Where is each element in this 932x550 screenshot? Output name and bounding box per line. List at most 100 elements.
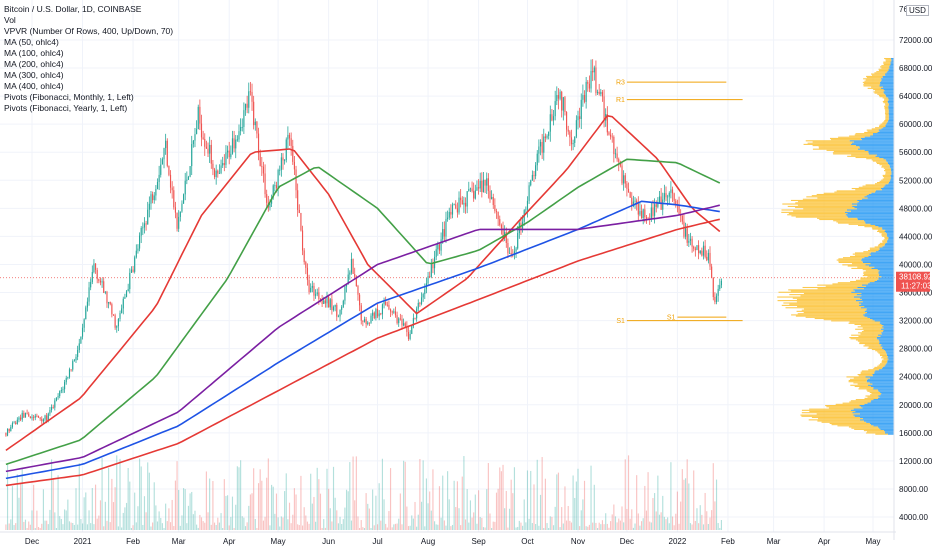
volume-profile-down [871,159,886,161]
legend-pivots-yearly[interactable]: Pivots (Fibonacci, Yearly, 1, Left) [4,103,128,113]
volume-profile-down [862,185,885,187]
legend-ma200[interactable]: MA (200, ohlc4) [4,59,64,69]
volume-profile-down [833,151,869,153]
candle-body [94,263,97,270]
volume-profile-up [886,123,894,125]
candle-body [33,416,35,418]
volume-profile-down [873,91,884,93]
candle-body [174,207,176,213]
volume-profile-down [855,189,882,191]
legend-ma300[interactable]: MA (300, ohlc4) [4,70,64,80]
volume-bar [34,528,36,530]
volume-profile-up [865,376,894,378]
volume-profile-down [816,413,860,415]
volume-bar [531,523,533,530]
volume-bar [209,478,211,530]
volume-profile-down [878,94,886,97]
symbol-title[interactable]: Bitcoin / U.S. Dollar, 1D, COINBASE [4,4,142,14]
volume-bar [432,469,434,530]
volume-profile-down [859,387,874,389]
volume-profile-down [854,323,882,326]
candle-body [125,291,128,297]
volume-profile-down [883,167,891,169]
volume-bar [654,493,656,530]
volume-bar [205,471,207,530]
volume-profile-down [837,425,874,427]
volume-profile-up [878,271,894,273]
volume-bar [73,524,75,530]
candle-body [6,428,9,436]
legend-ma100[interactable]: MA (100, ohlc4) [4,48,64,58]
candle-body [50,407,53,410]
candle-body [290,138,292,146]
volume-profile-down [865,184,886,186]
legend-ma400[interactable]: MA (400, ohlc4) [4,81,64,91]
volume-bar [124,507,126,530]
volume-bar [508,508,511,530]
legend-ma50[interactable]: MA (50, ohlc4) [4,37,59,47]
volume-bar [468,522,470,530]
volume-profile-down [871,128,882,130]
volume-bar [337,523,339,530]
volume-bar [709,517,711,530]
volume-bar [569,520,571,530]
candle-body [196,129,198,135]
price-axis[interactable]: 72000.0068000.0064000.0060000.0056000.00… [893,0,932,540]
volume-profile-up [877,397,894,399]
candle-body [707,252,709,261]
volume-profile-down [860,371,875,373]
volume-bar [416,526,418,530]
volume-profile-down [885,110,889,112]
volume-profile-up [878,369,894,371]
volume-bar [500,471,502,530]
volume-bar [487,463,489,530]
candle-body [116,326,118,328]
volume-bar [220,513,222,530]
volume-profile-up [888,118,894,120]
candle-body [73,360,75,362]
volume-profile-down [819,218,858,221]
volume-bar [596,528,599,530]
volume-profile-up [869,422,894,424]
candle-body [31,416,33,419]
volume-profile-down [850,384,869,386]
volume-profile-up [879,273,894,275]
volume-profile-up [866,195,894,197]
candle-body [549,114,551,132]
candle-body [209,144,211,154]
price-tick-label: 48000.00 [899,204,932,213]
volume-profile-up [882,86,894,88]
candle-body [572,142,574,145]
volume-bar [386,527,388,530]
candle-body [508,252,511,254]
volume-profile-down [842,257,865,259]
candle-body [91,272,93,283]
candle-body [670,189,672,193]
volume-bar [347,491,349,530]
volume-bar [608,527,610,530]
time-axis[interactable]: Dec 2021 Feb Mar Apr May Jun Jul Aug Sep Oct Nov Dec… [0,531,896,546]
volume-bar [407,526,410,530]
candle-body [704,245,706,257]
candle-body [471,188,473,192]
volume-profile-down [830,139,862,141]
legend-pivots-monthly[interactable]: Pivots (Fibonacci, Monthly, 1, Left) [4,92,134,102]
volume-profile-up [870,135,894,137]
candle-body [389,309,392,312]
candle-body [277,170,279,189]
volume-bar [145,512,147,530]
legend-vol[interactable]: Vol [4,15,16,25]
volume-bar [275,493,278,530]
legend-vpvr[interactable]: VPVR (Number Of Rows, 400, Up/Down, 70) [4,26,174,36]
volume-profile-up [875,224,894,227]
volume-profile-up [883,91,894,93]
volume-profile-down [862,275,879,277]
currency-button[interactable]: USD [906,5,929,16]
volume-profile-down [848,223,871,225]
volume-bar [683,479,685,530]
candle-body [655,204,657,207]
volume-bar [119,458,121,530]
volume-bar [57,475,59,530]
volume-profile-up [888,117,894,119]
